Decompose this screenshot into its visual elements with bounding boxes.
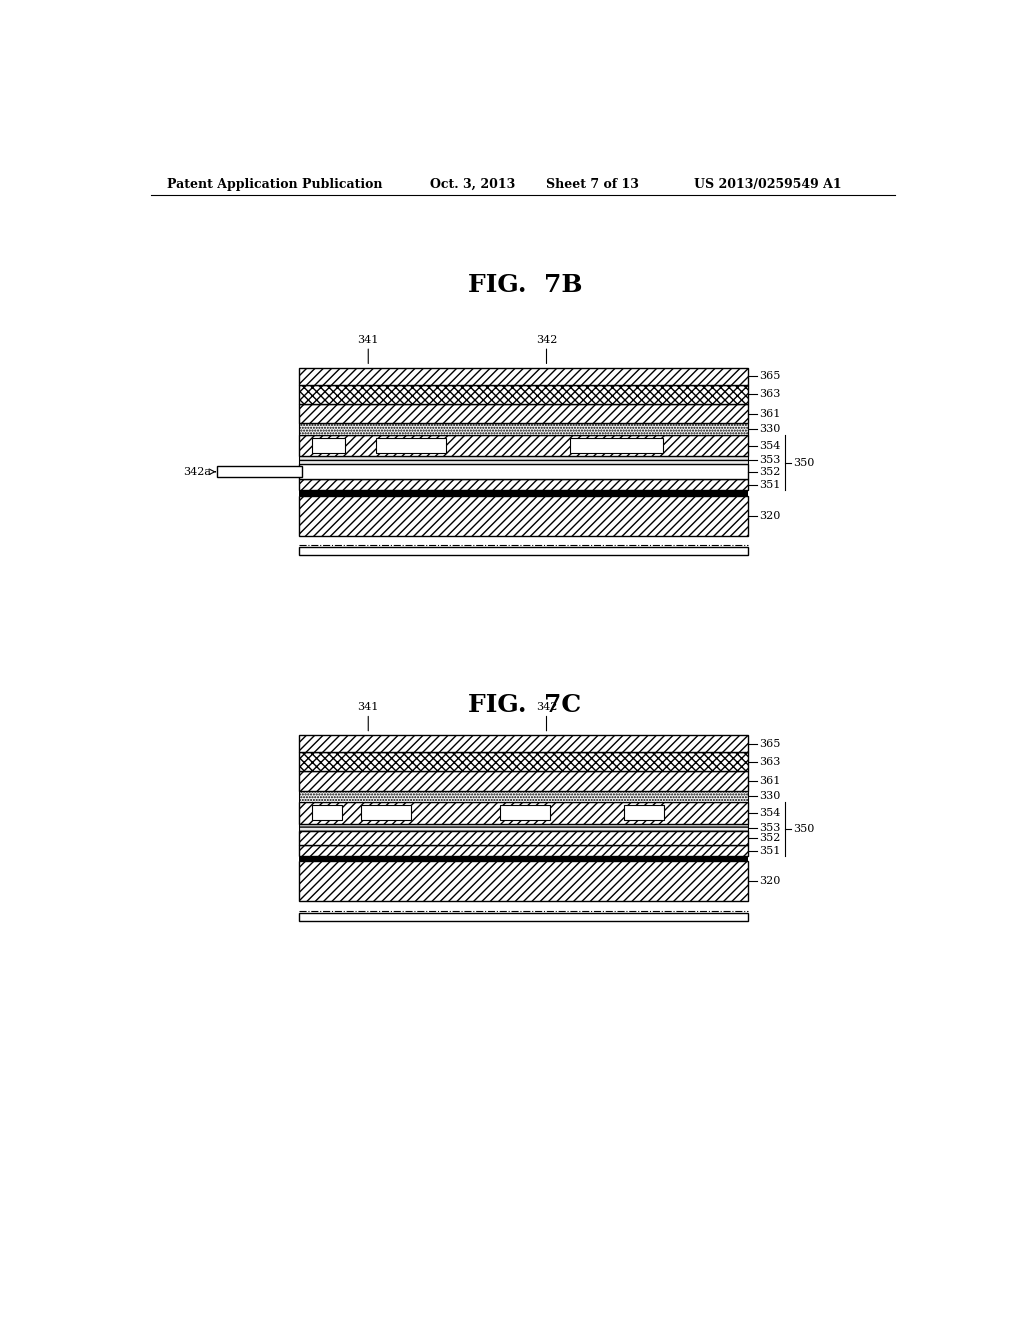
Bar <box>376 438 445 453</box>
Bar <box>299 791 748 803</box>
Text: 320: 320 <box>759 876 780 887</box>
Bar <box>312 438 345 453</box>
Text: 363: 363 <box>759 389 780 400</box>
Text: 350: 350 <box>793 458 814 467</box>
Text: FIG.  7B: FIG. 7B <box>468 273 582 297</box>
Text: FIG.  7C: FIG. 7C <box>468 693 582 717</box>
Text: 361: 361 <box>759 409 780 418</box>
Bar <box>299 490 748 496</box>
Bar <box>299 771 748 791</box>
Text: 361: 361 <box>759 776 780 785</box>
Bar <box>299 465 748 479</box>
Text: 350: 350 <box>793 824 814 834</box>
Text: US 2013/0259549 A1: US 2013/0259549 A1 <box>693 178 842 190</box>
Text: 351: 351 <box>759 846 780 855</box>
Bar <box>360 805 411 821</box>
Bar <box>299 855 748 862</box>
Bar <box>217 466 302 478</box>
Bar <box>299 735 748 752</box>
Bar <box>569 438 663 453</box>
Bar <box>299 385 748 404</box>
Text: 365: 365 <box>759 371 780 381</box>
Bar <box>299 424 748 434</box>
Bar <box>299 803 748 824</box>
Text: 352: 352 <box>759 833 780 843</box>
Bar <box>500 805 550 821</box>
Bar <box>299 752 748 771</box>
Bar <box>299 845 748 857</box>
Bar <box>299 368 748 385</box>
Bar <box>299 434 748 457</box>
Text: 354: 354 <box>759 441 780 450</box>
Text: Oct. 3, 2013: Oct. 3, 2013 <box>430 178 515 190</box>
Bar <box>624 805 665 821</box>
Bar <box>299 496 748 536</box>
Text: 354: 354 <box>759 808 780 818</box>
Text: 320: 320 <box>759 511 780 520</box>
Text: 351: 351 <box>759 480 780 490</box>
Bar <box>299 457 748 465</box>
Text: 330: 330 <box>759 792 780 801</box>
Text: 365: 365 <box>759 739 780 748</box>
Bar <box>299 832 748 845</box>
Text: 342: 342 <box>536 702 557 711</box>
Bar <box>299 424 748 434</box>
Text: 341: 341 <box>357 702 379 711</box>
Text: 342a: 342a <box>183 467 211 477</box>
Bar <box>299 479 748 490</box>
Text: Sheet 7 of 13: Sheet 7 of 13 <box>547 178 639 190</box>
Bar <box>299 913 748 921</box>
Text: 330: 330 <box>759 424 780 434</box>
Text: 342: 342 <box>536 335 557 345</box>
Bar <box>299 862 748 902</box>
Text: Patent Application Publication: Patent Application Publication <box>167 178 382 190</box>
Text: 341: 341 <box>357 335 379 345</box>
Bar <box>299 548 748 554</box>
Text: 352: 352 <box>759 467 780 477</box>
Text: 353: 353 <box>759 455 780 465</box>
Bar <box>299 404 748 424</box>
Bar <box>312 805 342 821</box>
Bar <box>299 824 748 832</box>
Text: 363: 363 <box>759 756 780 767</box>
Text: 353: 353 <box>759 822 780 833</box>
